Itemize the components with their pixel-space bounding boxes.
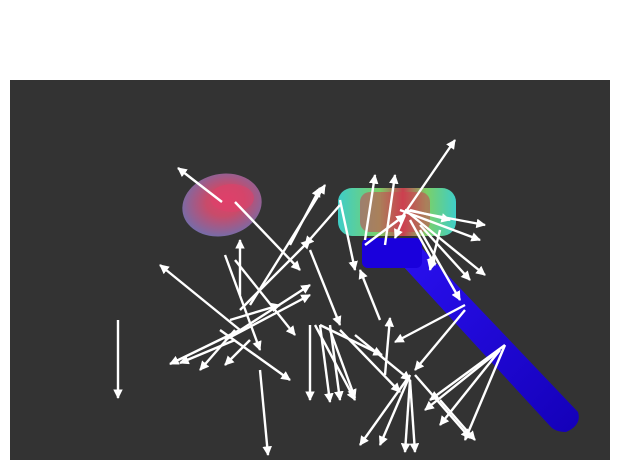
vector-arrow (383, 317, 395, 376)
vector-arrow (427, 229, 442, 271)
vector-arrow (354, 334, 411, 381)
vector-arrow (199, 329, 236, 371)
vector-field-arrows (113, 139, 507, 456)
vector-arrow (328, 329, 357, 399)
vector-arrow (308, 249, 342, 326)
vector-arrow (223, 254, 262, 351)
viewport-background (10, 80, 610, 460)
vector-arrow (359, 374, 411, 446)
vector-arrow (400, 379, 412, 453)
rounded-blob (182, 173, 262, 237)
vector-arrow (239, 239, 311, 311)
vector-arrow (439, 399, 476, 441)
vector-arrow (408, 219, 437, 266)
vector-arrow (258, 369, 272, 456)
vector-arrow (313, 324, 357, 401)
vector-arrow (224, 339, 251, 366)
vector-arrow (224, 283, 311, 342)
hammer-handle (362, 238, 579, 432)
vector-arrow (399, 139, 456, 221)
vector-arrow (409, 208, 451, 223)
vector-arrow (429, 344, 506, 401)
vector-arrow (338, 199, 358, 271)
vector-arrow (399, 208, 481, 242)
vector-arrow (229, 302, 281, 322)
hammer-head (338, 188, 456, 236)
3d-viewport[interactable] (10, 80, 610, 460)
vector-arrow (424, 349, 501, 411)
vector-arrow (288, 187, 322, 246)
vector-arrow (378, 374, 412, 446)
vector-arrow (363, 174, 379, 241)
vector-arrow (339, 329, 401, 393)
vector-arrow (234, 201, 301, 271)
vector-arrow (177, 167, 223, 203)
vector-arrow (179, 338, 236, 365)
vector-arrow (248, 184, 327, 306)
vector-arrow (393, 214, 407, 239)
vector-arrow (394, 303, 466, 344)
vector-arrow (404, 209, 486, 276)
vector-arrow (224, 293, 311, 342)
vector-arrow (408, 379, 420, 453)
vector-arrow (304, 204, 341, 246)
vector-arrow (383, 174, 399, 246)
vector-arrow (159, 264, 241, 331)
vector-arrow (219, 329, 291, 381)
vector-arrow (364, 214, 406, 246)
vector-arrow (234, 259, 296, 336)
vector-arrow (418, 229, 462, 301)
vector-arrow (463, 344, 507, 441)
vector-arrow (414, 374, 471, 439)
vector-arrow (419, 224, 471, 281)
scene-canvas (10, 80, 610, 460)
vector-arrow (358, 269, 382, 321)
vector-arrow (414, 309, 466, 371)
